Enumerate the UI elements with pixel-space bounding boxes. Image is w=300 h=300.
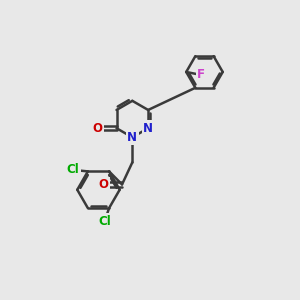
Text: N: N: [127, 131, 137, 144]
Text: Cl: Cl: [98, 215, 111, 228]
Text: N: N: [143, 122, 153, 135]
Text: O: O: [99, 178, 109, 191]
Text: Cl: Cl: [67, 164, 80, 176]
Text: O: O: [92, 122, 102, 135]
Text: F: F: [197, 68, 205, 81]
